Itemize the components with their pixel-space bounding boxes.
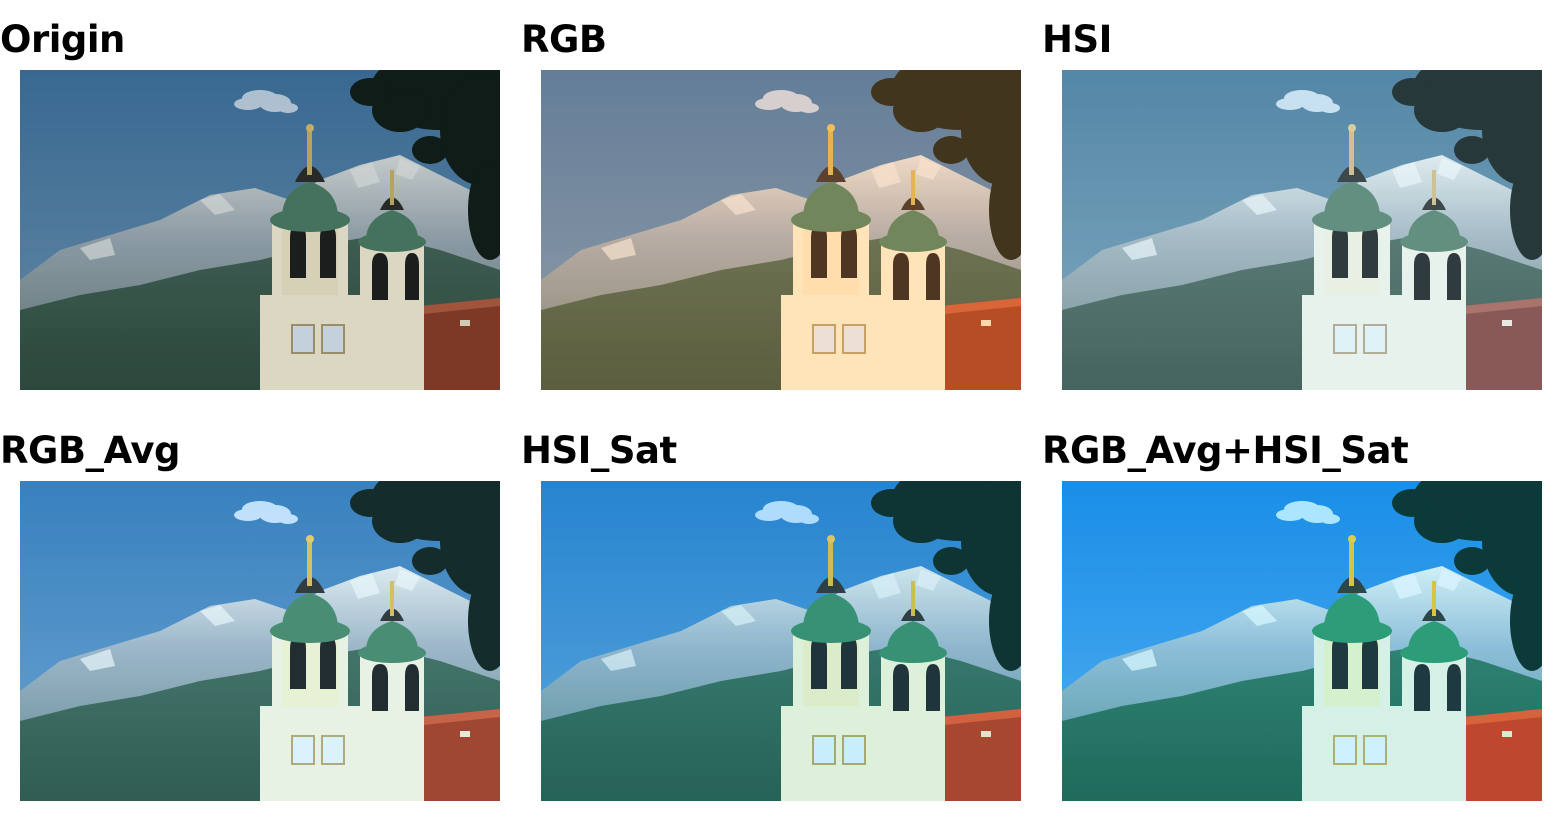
landscape-photo — [541, 481, 1021, 801]
panel-title: RGB — [521, 18, 607, 61]
landscape-photo — [20, 481, 500, 801]
panel-title: HSI_Sat — [521, 429, 677, 472]
photo-scene — [541, 481, 1021, 801]
panel-title: RGB_Avg+HSI_Sat — [1042, 429, 1409, 472]
landscape-photo — [541, 70, 1021, 390]
panel-title: Origin — [0, 18, 125, 61]
panel-title: HSI — [1042, 18, 1112, 61]
landscape-photo — [1062, 481, 1542, 801]
photo-scene — [541, 70, 1021, 390]
photo-scene — [20, 70, 500, 390]
photo-scene — [1062, 70, 1542, 390]
landscape-photo — [1062, 70, 1542, 390]
landscape-photo — [20, 70, 500, 390]
photo-scene — [1062, 481, 1542, 801]
panel-title: RGB_Avg — [0, 429, 180, 472]
photo-scene — [20, 481, 500, 801]
